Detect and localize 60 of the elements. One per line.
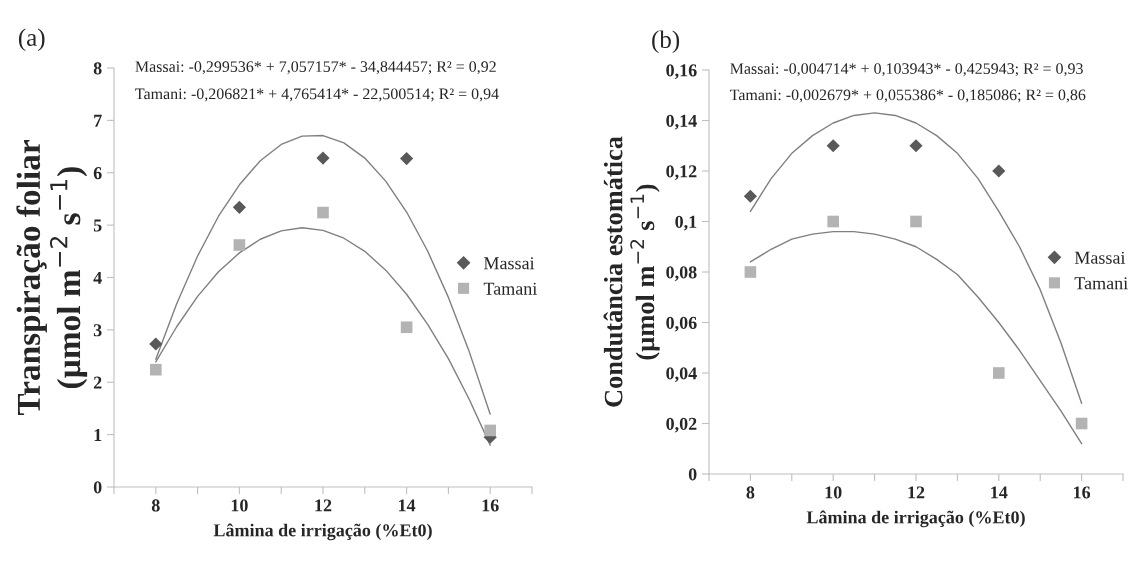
point — [484, 424, 497, 437]
point — [909, 139, 923, 153]
chart-title: (b) — [652, 30, 680, 54]
y-tick-label: 8 — [93, 62, 102, 75]
y-axis-title: Condutância estomática (µmol m$^{−2}$ s$^{−1}$) — [603, 136, 660, 407]
y-tick-label: 1 — [94, 428, 102, 441]
legend-label: Massai — [1074, 251, 1126, 264]
x-tick-label: 10 — [825, 486, 842, 499]
y-tick-label: 2 — [93, 376, 102, 389]
point — [744, 266, 757, 278]
y-tick-label: 3 — [93, 324, 102, 337]
x-tick-label: 8 — [746, 486, 755, 499]
y-tick-label: 7 — [94, 114, 102, 127]
annotation: Massai: -0,299536* + 7,057157* - 34,844457; R² = 0,92 — [135, 61, 496, 75]
y-tick-label: 0,12 — [666, 165, 697, 181]
x-tick-label: 12 — [908, 486, 925, 499]
point — [827, 215, 840, 228]
x-tick-label: 8 — [151, 499, 160, 512]
x-tick-label: 16 — [482, 499, 499, 512]
y-tick-label: 0,14 — [666, 114, 697, 130]
point — [316, 151, 330, 165]
point — [992, 164, 1006, 178]
point — [992, 367, 1005, 379]
y-tick-label: 0,08 — [666, 266, 697, 282]
point — [232, 200, 246, 214]
legend-label: Tamani — [483, 282, 537, 295]
x-tick-label: 14 — [399, 499, 416, 512]
y-tick-label: 0 — [688, 468, 697, 481]
x-axis-title: Lâmina de irrigação (%Et0) — [213, 523, 432, 541]
legend-label: Massai — [483, 257, 535, 270]
y-tick-label: 6 — [93, 167, 102, 180]
annotation: Tamani: -0,206821* + 4,765414* - 22,500514; R² = 0,94 — [135, 88, 499, 102]
y-tick-label: 0,04 — [666, 367, 697, 383]
point — [826, 139, 840, 153]
point — [149, 337, 163, 351]
y-tick-label: 0,02 — [666, 417, 697, 433]
y-axis-title: Transpiração foliar (µmol m$^{−2}$ s$^{−1}$) — [16, 140, 88, 416]
point — [233, 239, 246, 251]
y-tick-label: 0 — [93, 481, 102, 494]
y-tick-label: 0,1 — [675, 215, 697, 231]
annotation: Massai: -0,004714* + 0,103943* - 0,425943; R² = 0,93 — [730, 63, 1083, 77]
y-tick-label: 4 — [93, 271, 102, 284]
point — [1075, 417, 1088, 430]
point — [400, 321, 413, 334]
x-tick-label: 14 — [991, 486, 1008, 499]
x-tick-label: 16 — [1074, 486, 1091, 499]
point — [317, 206, 329, 219]
point — [910, 215, 922, 228]
x-tick-label: 10 — [231, 499, 248, 512]
point — [400, 152, 414, 166]
point — [743, 189, 757, 203]
legend-label: Tamani — [1074, 277, 1128, 290]
chart-title: (a) — [18, 28, 45, 52]
y-tick-label: 0,06 — [666, 316, 697, 332]
x-axis-title: Lâmina de irrigação (%Et0) — [806, 510, 1025, 528]
annotation: Tamani: -0,002679* + 0,055386* - 0,185086; R² = 0,86 — [729, 89, 1086, 103]
y-tick-label: 0,16 — [666, 64, 697, 80]
point — [149, 363, 162, 376]
y-tick-label: 5 — [93, 219, 102, 232]
x-tick-label: 12 — [315, 499, 332, 512]
